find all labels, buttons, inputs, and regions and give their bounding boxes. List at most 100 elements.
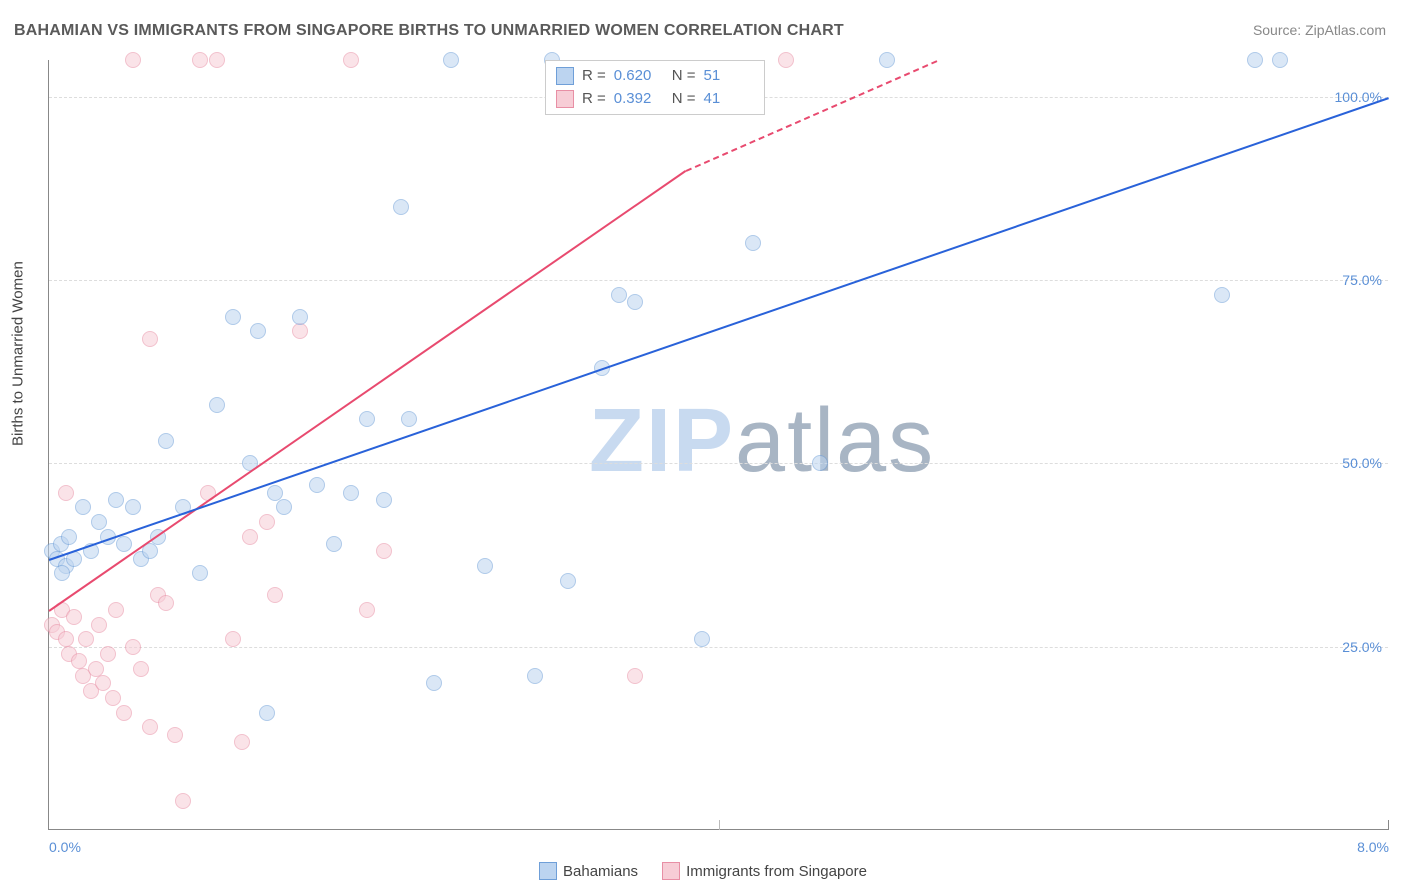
data-point-bahamians <box>560 573 576 589</box>
data-point-singapore <box>125 639 141 655</box>
data-point-bahamians <box>527 668 543 684</box>
data-point-bahamians <box>61 529 77 545</box>
data-point-singapore <box>95 675 111 691</box>
data-point-singapore <box>125 52 141 68</box>
data-point-singapore <box>58 485 74 501</box>
r-value: 0.620 <box>614 65 664 88</box>
data-point-singapore <box>88 661 104 677</box>
x-tick <box>719 820 720 830</box>
r-label: R = <box>582 65 606 88</box>
series-legend: Bahamians Immigrants from Singapore <box>0 862 1406 884</box>
data-point-singapore <box>292 323 308 339</box>
y-axis-title: Births to Unmarried Women <box>10 261 27 446</box>
data-point-bahamians <box>225 309 241 325</box>
data-point-singapore <box>66 609 82 625</box>
data-point-singapore <box>376 543 392 559</box>
data-point-singapore <box>105 690 121 706</box>
data-point-bahamians <box>627 294 643 310</box>
y-tick-label: 50.0% <box>1342 455 1382 471</box>
data-point-singapore <box>192 52 208 68</box>
y-tick-label: 25.0% <box>1342 639 1382 655</box>
source-attribution: Source: ZipAtlas.com <box>1253 22 1386 38</box>
chart-title: BAHAMIAN VS IMMIGRANTS FROM SINGAPORE BI… <box>14 22 844 40</box>
data-point-bahamians <box>359 411 375 427</box>
data-point-bahamians <box>812 455 828 471</box>
data-point-singapore <box>343 52 359 68</box>
data-point-bahamians <box>192 565 208 581</box>
data-point-singapore <box>627 668 643 684</box>
x-tick-label: 8.0% <box>1357 839 1389 855</box>
data-point-bahamians <box>393 199 409 215</box>
data-point-singapore <box>209 52 225 68</box>
data-point-bahamians <box>426 675 442 691</box>
data-point-bahamians <box>292 309 308 325</box>
correlation-stats-legend: R =0.620N =51R =0.392N =41 <box>545 60 765 115</box>
data-point-singapore <box>242 529 258 545</box>
data-point-bahamians <box>158 433 174 449</box>
swatch-singapore <box>662 862 680 880</box>
data-point-bahamians <box>125 499 141 515</box>
data-point-singapore <box>100 646 116 662</box>
source-prefix: Source: <box>1253 22 1305 38</box>
data-point-singapore <box>167 727 183 743</box>
legend-label: Bahamians <box>563 863 638 880</box>
swatch-bahamians <box>539 862 557 880</box>
data-point-singapore <box>175 793 191 809</box>
data-point-bahamians <box>54 565 70 581</box>
data-point-singapore <box>71 653 87 669</box>
regression-line <box>48 170 686 612</box>
data-point-bahamians <box>75 499 91 515</box>
data-point-bahamians <box>694 631 710 647</box>
data-point-singapore <box>142 331 158 347</box>
data-point-bahamians <box>116 536 132 552</box>
source-link[interactable]: ZipAtlas.com <box>1305 22 1386 38</box>
gridline-h <box>49 647 1388 648</box>
data-point-bahamians <box>267 485 283 501</box>
data-point-singapore <box>778 52 794 68</box>
data-point-singapore <box>234 734 250 750</box>
data-point-singapore <box>267 587 283 603</box>
data-point-singapore <box>225 631 241 647</box>
data-point-singapore <box>58 631 74 647</box>
x-tick-label: 0.0% <box>49 839 81 855</box>
data-point-bahamians <box>1214 287 1230 303</box>
swatch-singapore <box>556 90 574 108</box>
data-point-bahamians <box>477 558 493 574</box>
data-point-bahamians <box>1272 52 1288 68</box>
watermark: ZIPatlas <box>589 390 935 493</box>
legend-label: Immigrants from Singapore <box>686 863 867 880</box>
stats-row-bahamians: R =0.620N =51 <box>556 65 754 88</box>
data-point-bahamians <box>745 235 761 251</box>
data-point-bahamians <box>443 52 459 68</box>
data-point-bahamians <box>401 411 417 427</box>
data-point-bahamians <box>326 536 342 552</box>
data-point-bahamians <box>276 499 292 515</box>
legend-item-bahamians: Bahamians <box>539 862 638 880</box>
scatter-plot-area: ZIPatlas 25.0%50.0%75.0%100.0%0.0%8.0% <box>48 60 1388 830</box>
n-value: 51 <box>704 65 754 88</box>
data-point-singapore <box>78 631 94 647</box>
data-point-singapore <box>91 617 107 633</box>
stats-row-singapore: R =0.392N =41 <box>556 88 754 111</box>
data-point-bahamians <box>209 397 225 413</box>
n-value: 41 <box>704 88 754 111</box>
data-point-singapore <box>108 602 124 618</box>
data-point-bahamians <box>343 485 359 501</box>
x-tick <box>1388 820 1389 830</box>
data-point-bahamians <box>250 323 266 339</box>
data-point-singapore <box>142 719 158 735</box>
data-point-bahamians <box>309 477 325 493</box>
n-label: N = <box>672 88 696 111</box>
data-point-bahamians <box>259 705 275 721</box>
data-point-bahamians <box>376 492 392 508</box>
data-point-singapore <box>133 661 149 677</box>
data-point-bahamians <box>611 287 627 303</box>
data-point-bahamians <box>879 52 895 68</box>
data-point-bahamians <box>91 514 107 530</box>
gridline-h <box>49 280 1388 281</box>
legend-item-singapore: Immigrants from Singapore <box>662 862 867 880</box>
swatch-bahamians <box>556 67 574 85</box>
data-point-singapore <box>158 595 174 611</box>
data-point-bahamians <box>1247 52 1263 68</box>
data-point-bahamians <box>108 492 124 508</box>
